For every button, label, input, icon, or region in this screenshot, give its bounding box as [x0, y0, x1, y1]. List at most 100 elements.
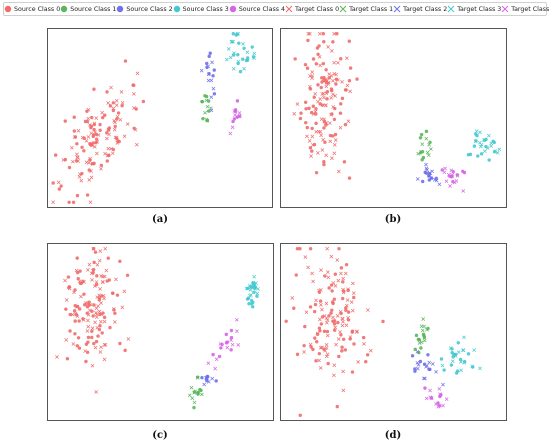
source-point-class-0	[322, 347, 326, 351]
source-point-class-0	[355, 77, 359, 81]
x-marker-icon	[393, 5, 401, 13]
legend-item: Target Class 4	[501, 5, 550, 13]
target-point-class-0	[351, 291, 356, 296]
target-point-class-0	[94, 390, 99, 394]
source-point-class-0	[314, 359, 318, 363]
source-point-class-0	[317, 44, 321, 48]
source-point-class-0	[342, 160, 347, 164]
source-point-class-3	[246, 296, 251, 300]
source-point-class-3	[454, 352, 458, 357]
target-point-class-0	[333, 138, 338, 142]
source-point-class-0	[125, 273, 130, 278]
target-point-class-2	[434, 369, 438, 374]
source-point-class-0	[332, 117, 337, 122]
target-point-class-0	[307, 138, 312, 143]
target-point-class-0	[332, 373, 336, 378]
source-point-class-4	[237, 114, 242, 118]
target-point-class-0	[120, 305, 125, 310]
source-point-class-0	[317, 290, 322, 294]
source-point-class-0	[88, 158, 92, 162]
source-point-class-0	[310, 126, 314, 131]
source-point-class-0	[311, 104, 315, 108]
target-point-class-1	[420, 328, 425, 333]
source-point-class-0	[123, 348, 127, 353]
source-point-class-0	[73, 135, 78, 139]
source-point-class-0	[92, 341, 96, 346]
source-point-class-2	[208, 51, 212, 55]
source-point-class-0	[299, 111, 303, 115]
target-point-class-0	[333, 325, 338, 330]
target-point-class-0	[96, 304, 100, 308]
source-point-class-0	[326, 361, 330, 366]
target-point-class-2	[199, 68, 204, 73]
target-point-class-0	[84, 138, 89, 143]
source-point-class-0	[310, 149, 314, 153]
target-point-class-0	[93, 320, 97, 325]
target-point-class-3	[231, 66, 236, 71]
source-point-class-0	[329, 283, 334, 287]
source-point-class-3	[456, 341, 460, 345]
source-point-class-3	[250, 302, 254, 306]
target-point-class-3	[241, 41, 245, 46]
source-point-class-3	[234, 33, 238, 37]
source-point-class-0	[87, 168, 91, 172]
scatter-plot	[51, 31, 257, 205]
source-point-class-0	[90, 335, 94, 340]
source-point-class-1	[426, 326, 430, 331]
target-point-class-0	[349, 300, 354, 304]
source-point-class-0	[340, 96, 345, 101]
target-point-class-0	[324, 84, 329, 89]
source-point-class-0	[86, 335, 91, 340]
scatter-plot	[292, 31, 502, 193]
source-point-class-0	[94, 132, 98, 136]
target-point-class-1	[189, 385, 194, 390]
source-point-class-2	[205, 374, 210, 379]
source-point-class-0	[339, 266, 344, 270]
source-point-class-0	[342, 289, 346, 293]
target-point-class-0	[99, 301, 103, 305]
source-point-class-3	[476, 154, 480, 158]
caption-d: (d)	[384, 430, 402, 441]
source-point-class-0	[329, 87, 334, 91]
target-point-class-0	[119, 90, 124, 94]
source-point-class-0	[91, 247, 96, 251]
target-point-class-0	[104, 136, 109, 141]
legend-label: Source Class 1	[70, 5, 117, 13]
source-point-class-0	[327, 286, 331, 290]
source-point-class-0	[132, 83, 136, 87]
target-point-class-0	[110, 151, 115, 156]
source-point-class-0	[306, 38, 310, 43]
caption-b: (b)	[384, 214, 402, 225]
source-point-class-0	[77, 307, 82, 311]
target-point-class-3	[228, 55, 233, 60]
source-point-class-0	[347, 39, 351, 43]
target-point-class-0	[319, 117, 324, 121]
source-point-class-0	[108, 325, 112, 330]
legend-label: Target Class 2	[403, 5, 448, 13]
target-point-class-3	[456, 350, 461, 354]
source-point-class-0	[73, 288, 77, 292]
source-point-class-0	[336, 320, 340, 325]
target-point-class-4	[424, 396, 429, 401]
source-point-class-0	[89, 124, 94, 128]
source-point-class-0	[85, 119, 90, 124]
source-point-class-0	[344, 262, 349, 267]
target-point-class-0	[97, 309, 102, 314]
target-point-class-0	[305, 134, 309, 139]
source-point-class-4	[224, 332, 228, 337]
source-point-class-1	[192, 405, 196, 410]
source-point-class-0	[82, 149, 86, 153]
source-point-class-0	[82, 136, 86, 140]
target-point-class-0	[333, 283, 338, 288]
target-point-class-0	[122, 134, 127, 139]
target-point-class-0	[75, 155, 80, 160]
target-point-class-0	[333, 94, 338, 98]
source-point-class-4	[461, 169, 465, 174]
source-point-class-0	[68, 329, 72, 333]
source-point-class-0	[118, 259, 122, 263]
source-point-class-0	[308, 305, 313, 309]
target-point-class-0	[332, 31, 337, 36]
source-point-class-0	[92, 122, 97, 127]
source-point-class-0	[97, 296, 102, 300]
source-point-class-0	[304, 120, 308, 125]
